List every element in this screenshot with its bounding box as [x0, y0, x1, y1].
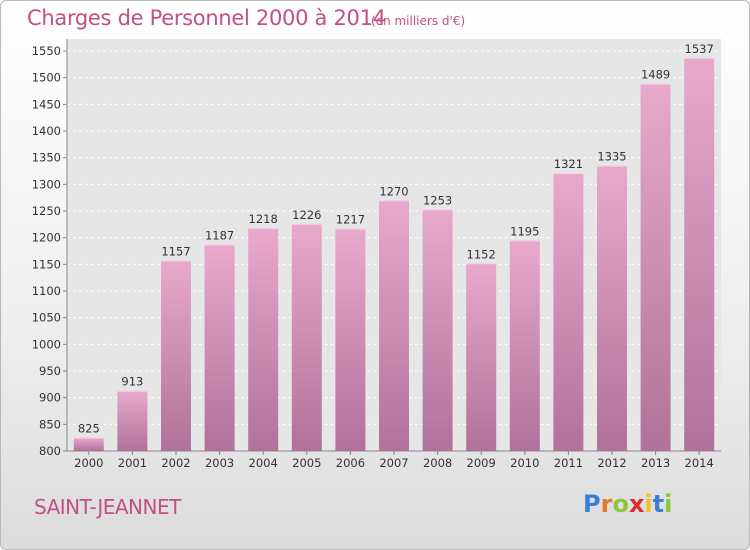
- proxiti-logo: Proxiti: [583, 490, 672, 518]
- data-label: 1152: [467, 247, 496, 261]
- commune-name: SAINT-JEANNET: [34, 495, 181, 519]
- data-label: 913: [121, 375, 143, 389]
- bar: [204, 244, 235, 451]
- x-tick-label: 2014: [685, 456, 714, 470]
- bar: [335, 228, 366, 451]
- y-tick-label: 1150: [32, 257, 61, 271]
- logo-letter: P: [583, 490, 601, 518]
- y-tick-label: 850: [39, 417, 61, 431]
- bar: [422, 209, 453, 451]
- y-tick-label: 1300: [32, 177, 61, 191]
- logo-letter: i: [664, 490, 673, 518]
- data-label: 1217: [336, 213, 365, 227]
- bar: [379, 200, 409, 451]
- y-tick-label: 1200: [32, 231, 61, 245]
- x-tick-label: 2011: [554, 456, 583, 470]
- data-label: 1335: [597, 150, 626, 164]
- bar: [161, 260, 191, 451]
- y-tick-label: 900: [39, 391, 61, 405]
- data-label: 1489: [641, 68, 670, 82]
- bar: [73, 437, 104, 451]
- chart-unit: (en milliers d'€): [371, 14, 466, 28]
- y-tick-label: 1500: [32, 71, 61, 85]
- y-tick-label: 950: [39, 364, 61, 378]
- data-label: 1157: [161, 245, 190, 259]
- x-tick-label: 2008: [423, 456, 452, 470]
- logo-letter: x: [628, 490, 645, 518]
- bar: [291, 223, 322, 451]
- y-tick-label: 1100: [32, 284, 61, 298]
- x-tick-label: 2013: [641, 456, 670, 470]
- bar: [553, 173, 584, 451]
- data-label: 1253: [423, 193, 452, 207]
- x-tick-label: 2002: [161, 456, 190, 470]
- x-tick-label: 2009: [467, 456, 496, 470]
- data-label: 825: [78, 422, 100, 436]
- data-label: 1226: [292, 208, 321, 222]
- bar: [640, 83, 671, 452]
- x-tick-label: 2000: [74, 456, 103, 470]
- x-tick-label: 2007: [379, 456, 408, 470]
- logo-letter: i: [644, 490, 653, 518]
- logo-letter: t: [652, 490, 665, 518]
- y-tick-label: 1350: [32, 151, 61, 165]
- bar: [117, 390, 148, 451]
- x-tick-label: 2003: [205, 456, 234, 470]
- bar: [248, 228, 279, 451]
- y-tick-label: 800: [39, 444, 61, 458]
- y-tick-label: 1450: [32, 97, 61, 111]
- data-label: 1270: [379, 184, 408, 198]
- x-tick-label: 2005: [292, 456, 321, 470]
- bar: [509, 240, 540, 451]
- data-label: 1187: [205, 229, 234, 243]
- x-tick-label: 2006: [336, 456, 365, 470]
- data-label: 1218: [249, 212, 278, 226]
- x-tick-label: 2001: [118, 456, 147, 470]
- logo-letter: r: [600, 490, 613, 518]
- bar: [597, 165, 627, 451]
- x-tick-label: 2010: [510, 456, 539, 470]
- chart-title: Charges de Personnel 2000 à 2014: [27, 6, 386, 30]
- y-tick-label: 1550: [32, 44, 61, 58]
- bar: [466, 263, 497, 451]
- data-label: 1321: [554, 157, 583, 171]
- bar: [684, 57, 715, 451]
- logo-letter: o: [612, 490, 629, 518]
- y-tick-label: 1050: [32, 311, 61, 325]
- x-tick-label: 2012: [597, 456, 626, 470]
- y-tick-label: 1400: [32, 124, 61, 138]
- y-tick-label: 1250: [32, 204, 61, 218]
- data-label: 1537: [685, 42, 714, 56]
- y-tick-label: 1000: [32, 337, 61, 351]
- data-label: 1195: [510, 224, 539, 238]
- x-tick-label: 2004: [249, 456, 278, 470]
